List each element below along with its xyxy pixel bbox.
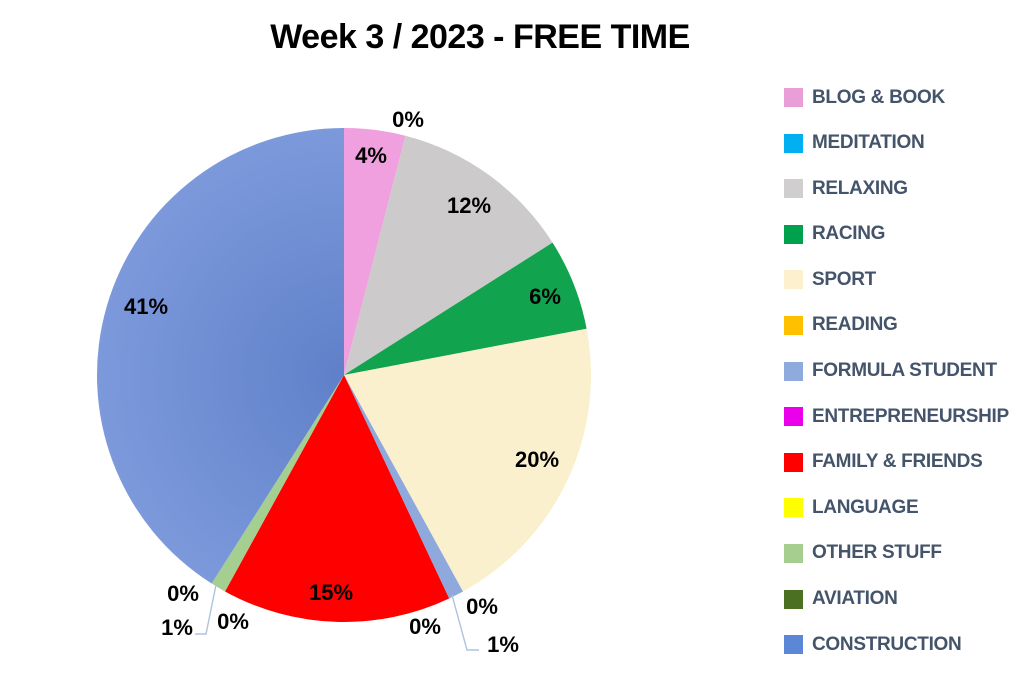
legend-label-racing: RACING [812, 223, 886, 245]
pie-slice-family-friends[interactable] [225, 375, 450, 622]
legend-item-aviation[interactable]: AVIATION [784, 588, 1009, 610]
data-label-family-friends: 15% [308, 580, 354, 605]
legend-item-construction[interactable]: CONSTRUCTION [784, 634, 1009, 655]
legend-item-formula-student[interactable]: FORMULA STUDENT [784, 360, 1009, 382]
pie-slice-formula-student[interactable] [344, 375, 463, 599]
legend-label-construction: CONSTRUCTION [812, 633, 962, 655]
legend-label-language: LANGUAGE [812, 496, 919, 518]
legend-label-reading: READING [812, 314, 898, 336]
legend-swatch-reading [784, 315, 803, 335]
pie-slice-relaxing[interactable] [344, 135, 553, 375]
label-leader-line [195, 584, 217, 635]
data-label-blog-book: 4% [355, 143, 387, 168]
legend-swatch-entrepreneurship [784, 407, 803, 427]
legend-label-relaxing: RELAXING [812, 177, 908, 199]
legend-swatch-relaxing [784, 179, 803, 199]
legend-label-other-stuff: OTHER STUFF [812, 542, 942, 564]
data-label-racing: 6% [529, 284, 561, 309]
data-label-sport: 20% [514, 447, 560, 472]
legend-swatch-sport [784, 270, 803, 290]
legend-label-blog-book: BLOG & BOOK [812, 86, 945, 108]
legend-label-meditation: MEDITATION [812, 132, 925, 154]
legend-swatch-other-stuff [784, 543, 803, 563]
legend-item-entrepreneurship[interactable]: ENTREPRENEURSHIP [784, 406, 1009, 427]
legend-item-family-friends[interactable]: FAMILY & FRIENDS [784, 451, 1009, 473]
legend-label-entrepreneurship: ENTREPRENEURSHIP [812, 405, 1009, 427]
legend-swatch-racing [784, 224, 803, 244]
legend-item-relaxing[interactable]: RELAXING [784, 178, 1009, 199]
legend-item-other-stuff[interactable]: OTHER STUFF [784, 542, 1009, 564]
data-label-language: 0% [217, 609, 249, 634]
data-label-relaxing: 12% [446, 193, 492, 218]
label-leader-line [451, 594, 479, 651]
data-label-entrepreneurship: 0% [409, 614, 441, 639]
legend-label-family-friends: FAMILY & FRIENDS [812, 451, 983, 473]
legend-swatch-formula-student [784, 361, 803, 381]
legend-swatch-family-friends [784, 452, 803, 472]
legend-item-blog-book[interactable]: BLOG & BOOK [784, 87, 1009, 108]
pie-slice-racing[interactable] [344, 242, 587, 375]
legend-swatch-blog-book [784, 88, 803, 107]
legend-label-aviation: AVIATION [812, 588, 898, 610]
legend-label-sport: SPORT [812, 268, 876, 290]
pie-slice-other-stuff[interactable] [211, 375, 344, 592]
chart-title: Week 3 / 2023 - FREE TIME [270, 18, 690, 56]
legend-swatch-aviation [784, 589, 803, 609]
data-label-construction: 41% [123, 294, 169, 319]
pie-slice-construction[interactable] [96, 127, 345, 584]
legend-item-language[interactable]: LANGUAGE [784, 497, 1009, 518]
data-label-aviation: 0% [167, 581, 199, 606]
legend-item-sport[interactable]: SPORT [784, 269, 1009, 290]
data-label-meditation: 0% [392, 107, 424, 132]
pie-slice-sport[interactable] [344, 328, 591, 592]
legend-label-formula-student: FORMULA STUDENT [812, 360, 997, 382]
legend-item-meditation[interactable]: MEDITATION [784, 132, 1009, 154]
data-label-reading: 0% [466, 594, 498, 619]
legend-swatch-language [784, 498, 803, 518]
legend-swatch-construction [784, 635, 803, 655]
data-label-formula-student: 1% [487, 632, 519, 657]
legend-item-reading[interactable]: READING [784, 314, 1009, 336]
pie-slice-blog-book[interactable] [344, 128, 406, 375]
legend: BLOG & BOOK MEDITATION RELAXING RACING SPORT… [784, 87, 1009, 655]
legend-item-racing[interactable]: RACING [784, 223, 1009, 245]
legend-swatch-meditation [784, 133, 803, 153]
data-label-other-stuff: 1% [161, 615, 193, 640]
